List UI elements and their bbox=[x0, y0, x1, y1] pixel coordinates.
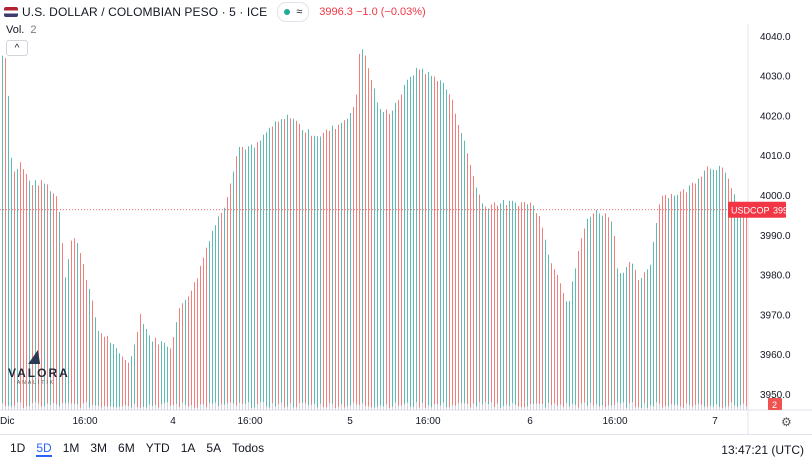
timeframe-3m[interactable]: 3M bbox=[90, 441, 108, 455]
price-chart[interactable]: 3950.0 3960.0 3970.0 3980.0 3990.0 4000.0 4010… bbox=[0, 0, 812, 434]
y-tick-label: 4000.0 bbox=[760, 191, 791, 202]
y-tick-label: 3990.0 bbox=[760, 231, 791, 242]
timeframe-todos[interactable]: Todos bbox=[232, 441, 265, 455]
price-change: 3996.3 −1.0 (−0.03%) bbox=[319, 6, 425, 18]
change-percent: (−0.03%) bbox=[380, 6, 426, 18]
change-value: −1.0 bbox=[355, 6, 378, 18]
timeframe-5a[interactable]: 5A bbox=[206, 441, 222, 455]
y-tick-label: 3980.0 bbox=[760, 271, 791, 282]
y-tick-label: 4010.0 bbox=[760, 151, 791, 162]
y-tick-label: 3950.0 bbox=[760, 390, 791, 401]
timeframe-list: 1D 5D 1M 3M 6M YTD 1A 5A Todos bbox=[10, 441, 264, 457]
volume-tag-bg bbox=[768, 398, 782, 410]
watermark-sub: ANALITIK bbox=[16, 380, 56, 386]
x-tick-label: 16:00 bbox=[237, 416, 262, 427]
flag-icon bbox=[4, 7, 18, 17]
price-tag-bg bbox=[728, 201, 786, 218]
volume-legend: Vol. 2 bbox=[6, 24, 36, 36]
timeframe-1a[interactable]: 1A bbox=[180, 441, 196, 455]
timeframe-6m[interactable]: 6M bbox=[118, 441, 135, 455]
x-tick-label: 6 bbox=[527, 416, 533, 427]
watermark-logo: VALORA ANALITIK bbox=[8, 350, 70, 386]
volume-label: Vol. bbox=[6, 24, 25, 36]
collapse-legend-button[interactable]: ^ bbox=[6, 40, 28, 56]
timeframe-5d[interactable]: 5D bbox=[36, 441, 52, 457]
volume-value: 2 bbox=[30, 24, 37, 36]
y-tick-label: 3970.0 bbox=[760, 310, 791, 321]
symbol-title[interactable]: U.S. DOLLAR / COLOMBIAN PESO · 5 · ICE bbox=[22, 5, 268, 19]
gear-icon[interactable]: ⚙ bbox=[781, 415, 792, 429]
market-status-dot-icon bbox=[284, 9, 291, 15]
y-tick-label: 4040.0 bbox=[760, 32, 791, 43]
price-tag-value: 3996.3 bbox=[773, 206, 801, 216]
x-tick-label: 16:00 bbox=[602, 416, 627, 427]
timeframe-ytd[interactable]: YTD bbox=[145, 441, 170, 455]
clock[interactable]: 13:47:21 (UTC) bbox=[721, 443, 804, 457]
volume-tag-value: 2 bbox=[772, 400, 777, 410]
bottom-toolbar: 1D 5D 1M 3M 6M YTD 1A 5A Todos 13:47:21 (UTC) bbox=[0, 434, 812, 463]
x-tick-label: 16:00 bbox=[72, 416, 97, 427]
x-tick-label: Dic bbox=[0, 416, 14, 427]
wave-icon: ≈ bbox=[296, 6, 303, 18]
watermark-name: VALORA bbox=[8, 366, 70, 380]
last-price: 3996.3 bbox=[319, 6, 353, 18]
y-tick-label: 4020.0 bbox=[760, 111, 791, 122]
y-tick-label: 4030.0 bbox=[760, 72, 791, 83]
x-tick-label: 16:00 bbox=[415, 416, 440, 427]
x-tick-label: 5 bbox=[347, 416, 353, 427]
y-tick-label: 3960.0 bbox=[760, 350, 791, 361]
chart-header: U.S. DOLLAR / COLOMBIAN PESO · 5 · ICE ≈… bbox=[0, 0, 812, 24]
market-status-pill[interactable]: ≈ bbox=[277, 2, 310, 22]
chevron-up-icon: ^ bbox=[14, 42, 20, 54]
x-tick-label: 7 bbox=[712, 416, 718, 427]
timeframe-1m[interactable]: 1M bbox=[62, 441, 80, 455]
logo-mark-icon bbox=[28, 350, 44, 364]
price-tag-symbol: USDCOP bbox=[731, 206, 770, 216]
x-tick-label: 4 bbox=[170, 416, 176, 427]
timeframe-1d[interactable]: 1D bbox=[10, 441, 26, 455]
